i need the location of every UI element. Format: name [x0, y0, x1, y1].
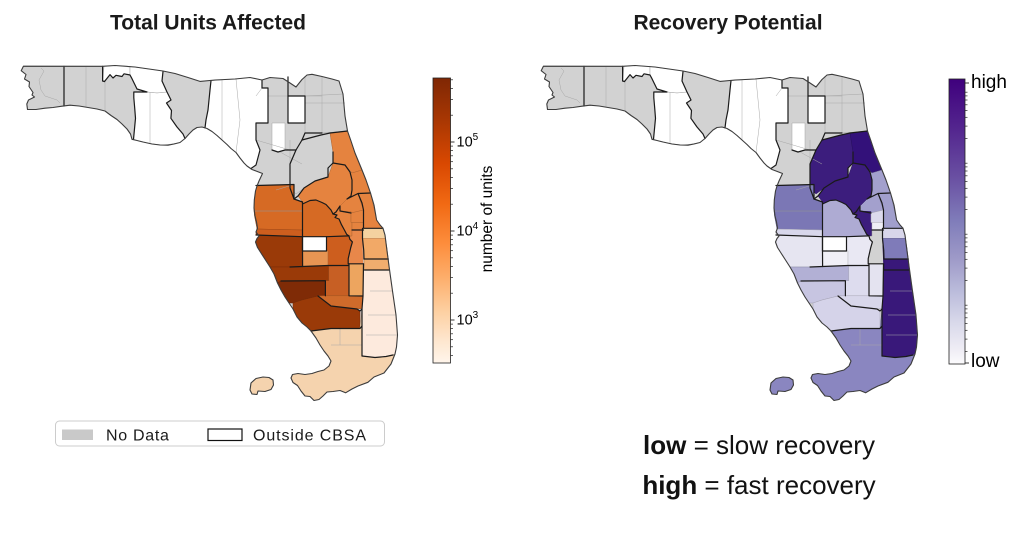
svg-text:Recovery Potential: Recovery Potential [633, 12, 822, 35]
svg-text:high = fast recovery: high = fast recovery [642, 470, 875, 500]
svg-text:number of units: number of units [479, 165, 496, 272]
svg-text:Outside CBSA: Outside CBSA [253, 428, 367, 445]
svg-text:Total Units Affected: Total Units Affected [110, 12, 306, 35]
svg-text:high: high [971, 72, 1007, 93]
svg-text:low: low [971, 351, 1000, 372]
svg-text:low = slow recovery: low = slow recovery [643, 430, 875, 460]
svg-text:No Data: No Data [106, 428, 170, 445]
